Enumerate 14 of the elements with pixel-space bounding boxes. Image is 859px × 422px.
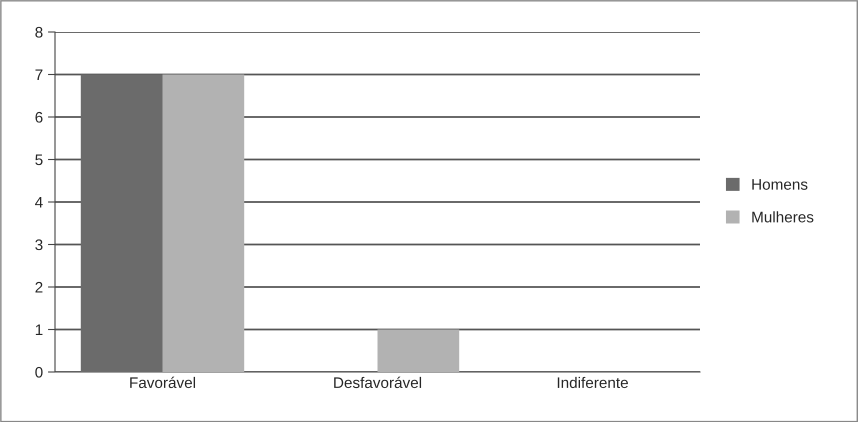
y-tick-label: 8 xyxy=(35,26,43,38)
x-tick-label: Desfavorável xyxy=(334,376,422,388)
x-tick-label: Indiferente xyxy=(558,376,628,388)
y-tick-label: 1 xyxy=(36,324,42,336)
y-tick-label: 0 xyxy=(35,366,43,378)
y-tick-label: 3 xyxy=(35,239,43,250)
y-tick-label: 6 xyxy=(35,112,43,123)
y-tick-label: 7 xyxy=(35,70,42,80)
legend-label: Mulheres xyxy=(752,211,814,222)
y-tick-label: 5 xyxy=(35,154,43,166)
x-tick-label: Favorável xyxy=(130,376,196,388)
legend-label: Homens xyxy=(752,179,808,190)
y-tick-label: 4 xyxy=(35,197,43,208)
y-tick-label: 2 xyxy=(35,282,42,293)
